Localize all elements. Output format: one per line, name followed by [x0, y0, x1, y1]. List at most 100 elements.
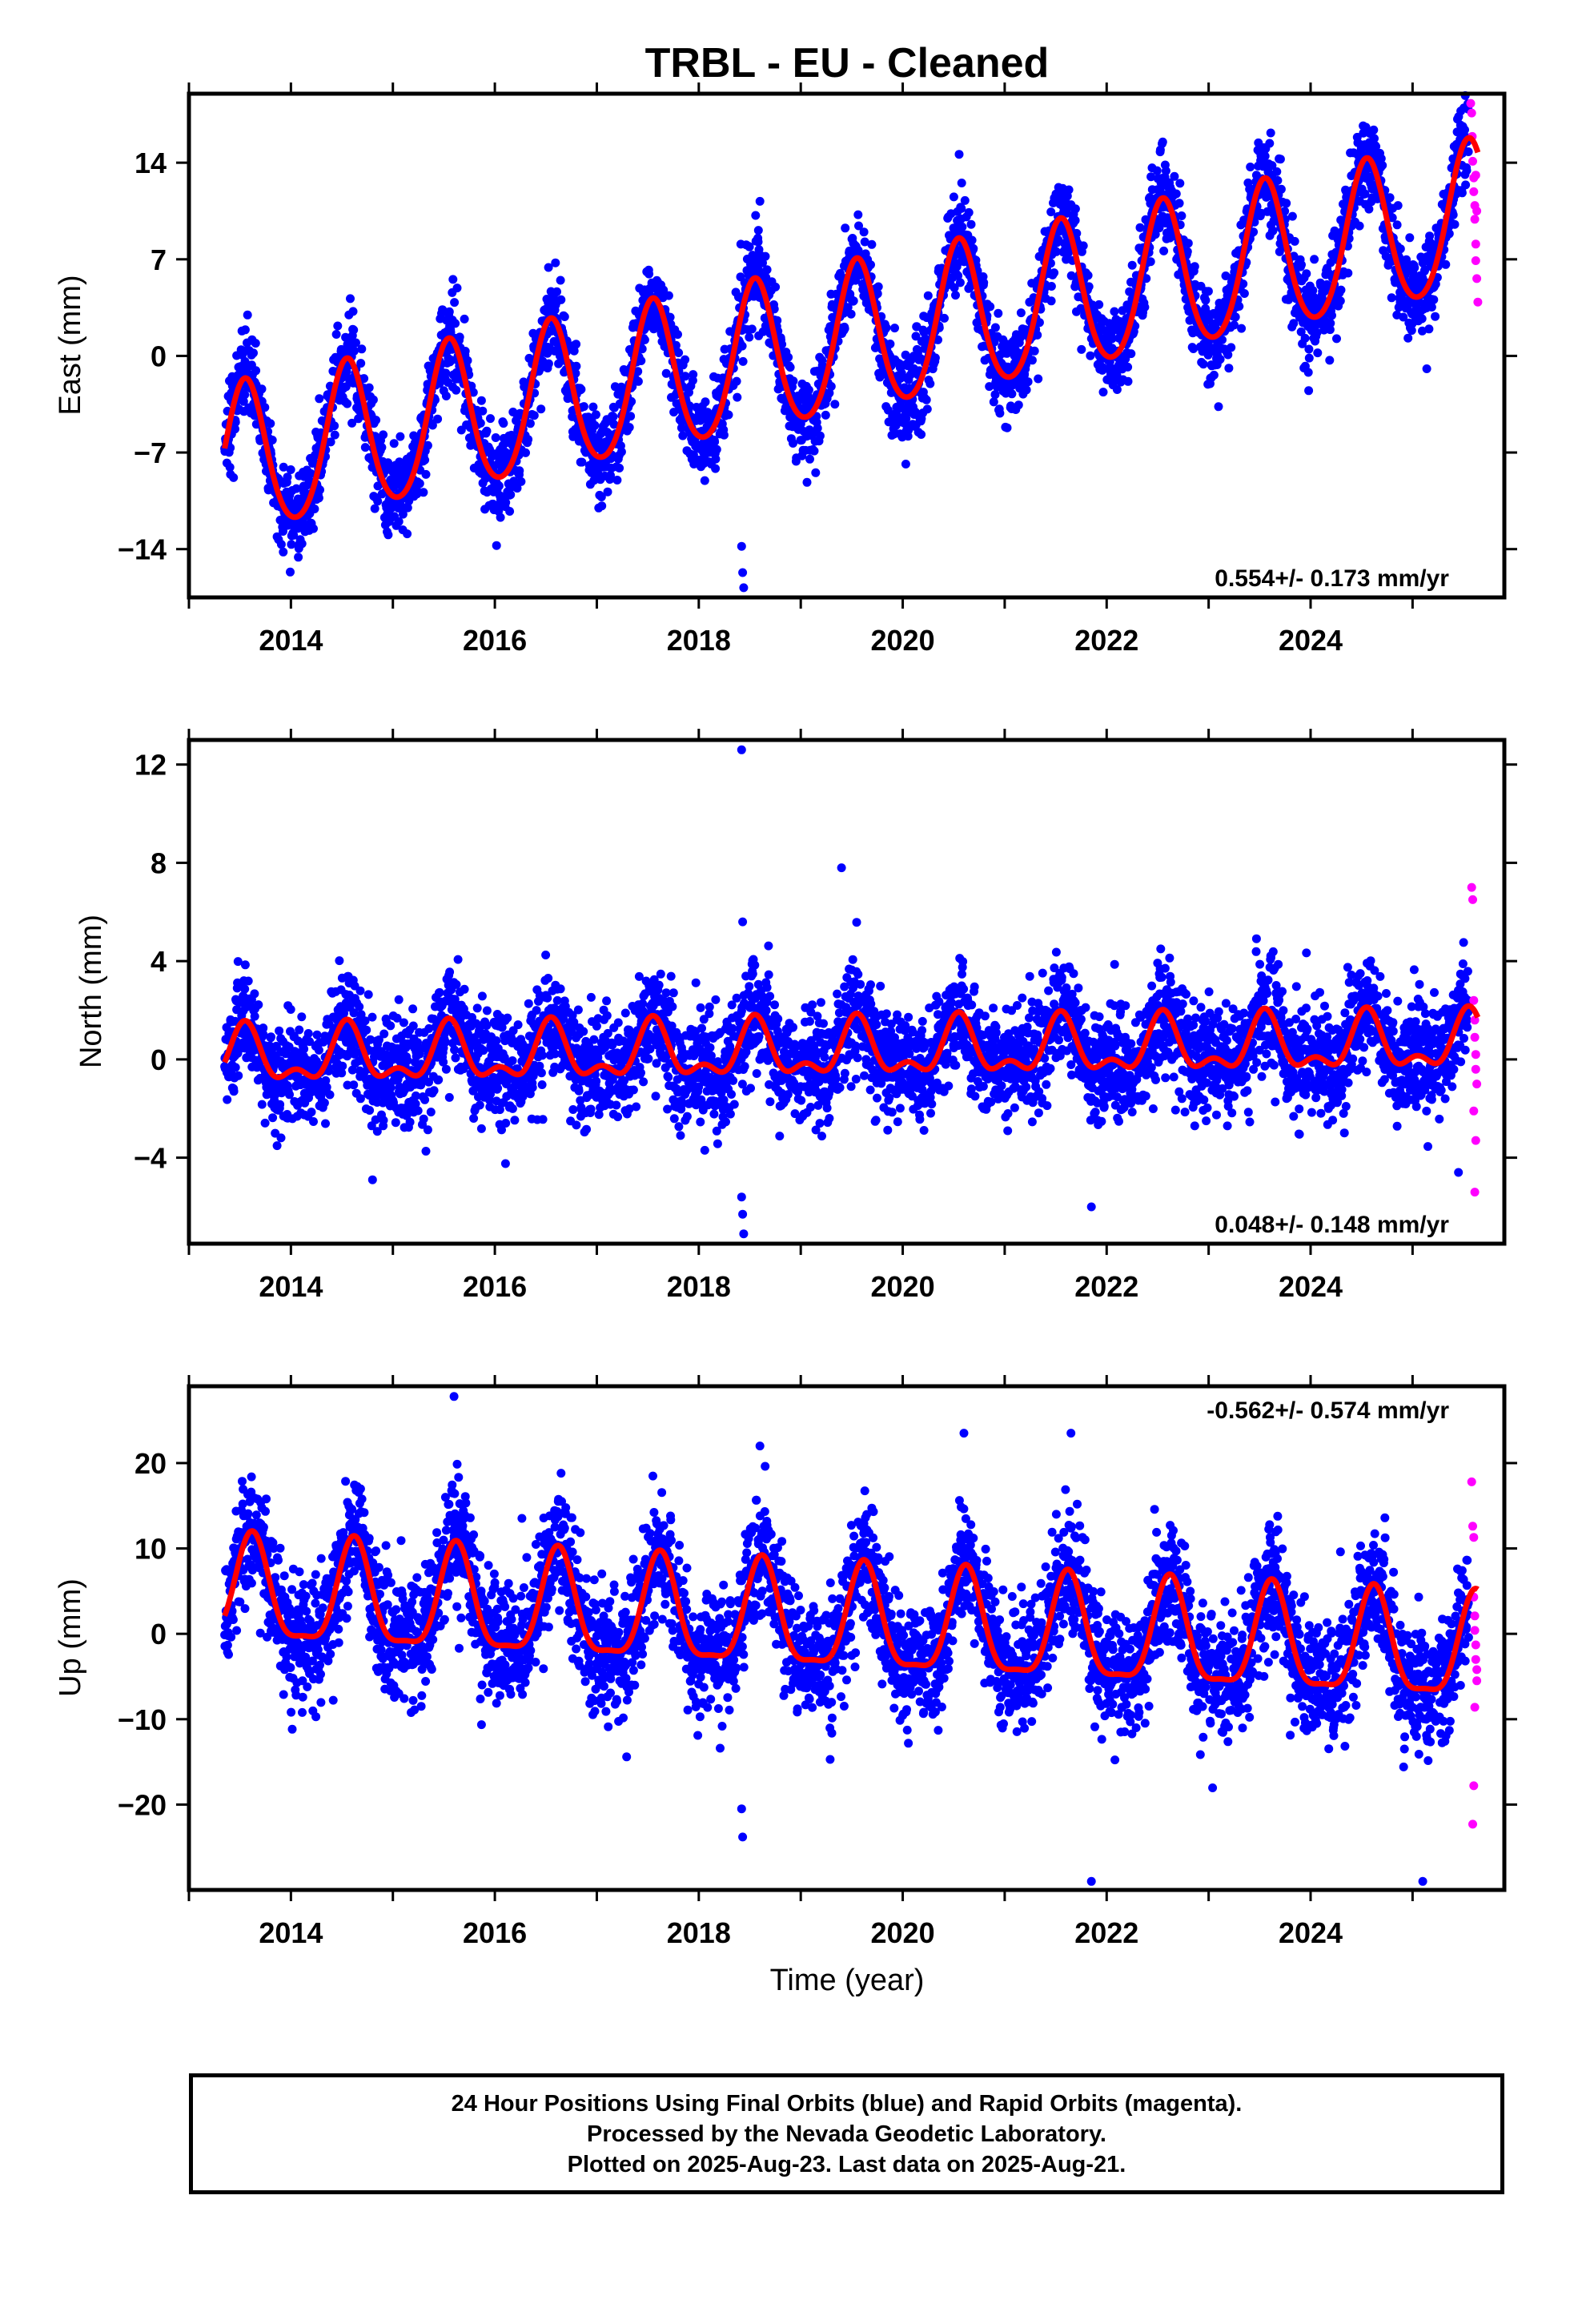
east-final-point: [433, 414, 443, 424]
east-final-point: [492, 541, 501, 550]
east-final-point: [1199, 360, 1208, 369]
east-final-point: [1464, 147, 1473, 156]
east-final-point: [303, 480, 312, 490]
east-final-point: [921, 395, 931, 404]
north-final-point: [254, 1000, 263, 1010]
north-final-point: [276, 1133, 286, 1143]
north-final-point: [379, 1029, 389, 1039]
east-final-point: [1378, 161, 1387, 170]
east-final-point: [1214, 402, 1223, 412]
east-final-point: [1422, 364, 1431, 373]
north-final-point: [299, 1044, 309, 1054]
east-final-point: [1237, 324, 1247, 333]
east-final-point: [452, 283, 462, 293]
east-final-point: [314, 493, 323, 503]
east-final-point: [710, 437, 720, 447]
east-final-point: [343, 399, 352, 408]
east-final-point: [1135, 223, 1145, 232]
east-rapid-point: [1472, 207, 1482, 215]
east-final-point: [1405, 233, 1415, 243]
east-final-point: [1260, 151, 1270, 161]
east-final-point: [1425, 231, 1435, 241]
east-rapid-point: [1472, 274, 1482, 283]
east-final-point: [681, 355, 690, 364]
east-final-point: [1171, 189, 1181, 199]
east-rapid-point: [1470, 215, 1480, 224]
east-final-point: [556, 295, 566, 304]
east-final-point: [853, 210, 863, 219]
east-final-point: [506, 490, 516, 500]
east-final-point: [1123, 362, 1133, 372]
east-final-point: [612, 476, 622, 485]
north-final-point: [394, 995, 404, 1004]
north-final-point: [423, 1125, 432, 1135]
north-final-point: [403, 1055, 412, 1065]
east-final-point: [964, 207, 974, 217]
north-final-point: [362, 1025, 371, 1035]
east-y-tick-label: 14: [135, 147, 167, 179]
north-final-point: [322, 1083, 331, 1092]
east-y-tick-label: 0: [151, 340, 167, 372]
east-final-point: [1336, 285, 1346, 295]
east-final-point: [890, 324, 899, 333]
east-final-point: [309, 524, 318, 533]
east-y-axis-label: East (mm): [54, 275, 87, 415]
east-final-point: [986, 302, 995, 312]
north-final-point: [297, 1012, 307, 1022]
east-final-point: [291, 484, 301, 493]
north-final-point: [231, 1063, 240, 1072]
north-final-point: [250, 989, 259, 999]
north-final-point: [379, 1116, 388, 1125]
north-final-point: [367, 1012, 377, 1022]
east-final-point: [359, 374, 369, 384]
north-final-point: [441, 1064, 451, 1074]
east-final-point: [1303, 368, 1313, 377]
east-final-point: [1112, 385, 1122, 394]
north-final-point: [223, 1095, 232, 1104]
east-final-point: [1300, 333, 1310, 343]
east-final-point: [1276, 184, 1286, 194]
east-final-point: [813, 424, 822, 433]
east-final-point: [403, 503, 412, 513]
east-final-point: [287, 540, 296, 549]
east-final-point: [364, 383, 374, 392]
east-x-tick-label: 2018: [667, 624, 731, 657]
north-final-point: [355, 1094, 365, 1104]
east-final-point: [1364, 204, 1374, 214]
north-final-point: [420, 1095, 430, 1104]
east-final-point: [1215, 355, 1225, 364]
east-final-point: [1287, 211, 1297, 221]
east-final-point: [251, 366, 261, 376]
east-final-point: [1159, 246, 1169, 255]
east-final-point: [815, 431, 825, 440]
east-final-point: [762, 265, 772, 275]
east-final-point: [930, 353, 940, 363]
east-final-point: [516, 476, 526, 486]
east-final-point: [556, 275, 565, 285]
east-final-point: [315, 485, 324, 495]
east-final-point: [1177, 211, 1186, 220]
east-final-point: [804, 385, 813, 395]
east-final-point: [1083, 271, 1093, 280]
east-final-point: [276, 540, 286, 549]
east-final-point: [1146, 257, 1155, 267]
east-final-point: [373, 497, 383, 506]
east-final-point: [421, 469, 431, 479]
east-final-point: [805, 454, 814, 464]
east-final-point: [979, 278, 989, 287]
east-final-point: [674, 348, 684, 357]
north-final-point: [268, 1113, 278, 1123]
east-final-point: [738, 568, 748, 577]
east-final-point: [955, 278, 965, 287]
north-final-point: [386, 1021, 396, 1031]
east-final-point: [1094, 300, 1104, 309]
east-final-point: [745, 332, 754, 342]
east-final-point: [286, 567, 295, 577]
east-final-point: [1034, 374, 1043, 384]
east-final-point: [452, 385, 461, 395]
east-final-point: [1046, 282, 1056, 291]
east-final-point: [521, 448, 530, 457]
east-final-point: [267, 436, 277, 444]
east-final-point: [957, 179, 966, 187]
